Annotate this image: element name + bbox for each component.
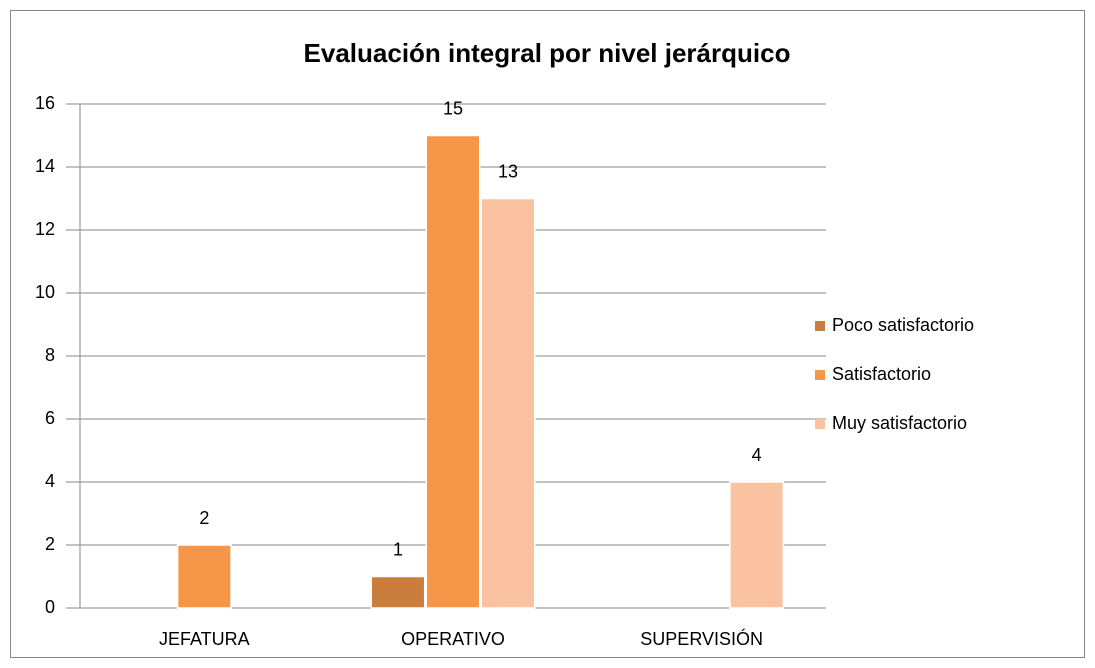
data-label: 1 (393, 539, 403, 559)
y-tick-label: 16 (35, 93, 55, 113)
legend-label: Satisfactorio (832, 364, 931, 384)
y-tick-label: 12 (35, 219, 55, 239)
y-tick-label: 8 (45, 345, 55, 365)
x-tick-label: SUPERVISIÓN (640, 628, 763, 649)
bar (425, 134, 481, 609)
y-tick-label: 4 (45, 471, 55, 491)
data-label: 13 (498, 161, 518, 181)
legend-swatch (815, 321, 825, 331)
y-tick-label: 2 (45, 534, 55, 554)
legend-label: Poco satisfactorio (832, 315, 974, 335)
data-label: 15 (443, 98, 463, 118)
y-tick-label: 10 (35, 282, 55, 302)
y-tick-label: 6 (45, 408, 55, 428)
bar (729, 481, 785, 609)
x-tick-label: OPERATIVO (401, 629, 505, 649)
bar (480, 197, 536, 609)
data-label: 2 (199, 508, 209, 528)
data-label: 4 (752, 445, 762, 465)
bar (176, 544, 232, 609)
legend-swatch (815, 419, 825, 429)
y-tick-label: 14 (35, 156, 55, 176)
legend-swatch (815, 370, 825, 380)
legend-label: Muy satisfactorio (832, 413, 967, 433)
bar (370, 575, 426, 609)
x-tick-label: JEFATURA (159, 629, 250, 649)
chart-title: Evaluación integral por nivel jerárquico (304, 38, 791, 68)
y-tick-label: 0 (45, 597, 55, 617)
